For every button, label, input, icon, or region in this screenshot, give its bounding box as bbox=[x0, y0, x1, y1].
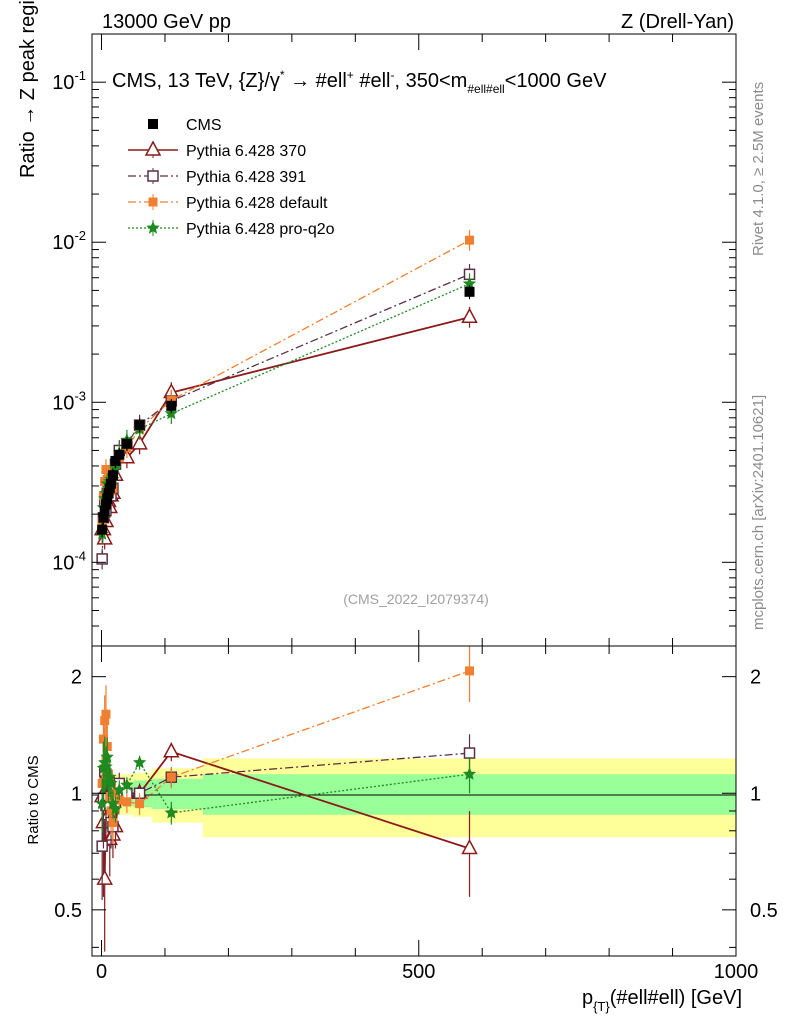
x-tick-label: 1000 bbox=[714, 961, 759, 983]
data-point bbox=[121, 438, 132, 449]
x-tick-label: 0 bbox=[96, 961, 107, 983]
ratio-point bbox=[163, 742, 180, 758]
ratio-point bbox=[106, 806, 116, 816]
ratio-plot-frame bbox=[91, 645, 737, 957]
ratio-point bbox=[108, 802, 123, 815]
analysis-watermark: (CMS_2022_I2079374) bbox=[343, 591, 489, 607]
legend-label: Pythia 6.428 391 bbox=[186, 169, 306, 186]
data-point bbox=[131, 434, 148, 450]
ratio-y-tick-label: 2 bbox=[71, 667, 82, 689]
ratio-point bbox=[100, 716, 110, 726]
legend-marker bbox=[144, 140, 162, 156]
ratio-point bbox=[110, 788, 120, 798]
ratio-point bbox=[98, 734, 108, 744]
legend-label: Pythia 6.428 pro-q2o bbox=[186, 221, 335, 238]
rivet-label: Rivet 4.1.0, ≥ 2.5M events bbox=[750, 82, 767, 256]
legend-marker bbox=[147, 170, 159, 182]
ratio-point bbox=[101, 709, 111, 719]
ratio-point bbox=[164, 805, 178, 819]
ratio-y-tick-label-right: 0.5 bbox=[750, 900, 778, 922]
data-point bbox=[96, 553, 108, 565]
data-point bbox=[97, 524, 108, 535]
ratio-point bbox=[96, 869, 113, 885]
legend-item: Pythia 6.428 370 bbox=[128, 140, 306, 160]
data-point bbox=[114, 449, 125, 460]
data-point bbox=[100, 499, 111, 510]
ratio-point bbox=[96, 840, 108, 852]
ratio-point bbox=[135, 799, 145, 809]
ratio-point bbox=[461, 838, 478, 855]
chart-title: CMS, 13 TeV, {Z}/γ* → #ell+ #ell-, 350<m… bbox=[112, 68, 607, 96]
legend-label: Pythia 6.428 default bbox=[186, 195, 328, 212]
ratio-point bbox=[132, 755, 147, 769]
ratio-point bbox=[122, 797, 132, 807]
series-line bbox=[102, 316, 470, 540]
legend: CMS Pythia 6.428 370 Pythia 6.428 391 Pythi… bbox=[128, 117, 335, 238]
data-point bbox=[99, 505, 110, 516]
x-tick-label: 500 bbox=[402, 961, 435, 983]
ratio-y-tick-label-right: 1 bbox=[750, 783, 761, 805]
x-axis-label: p{T}(#ell#ell) [GeV] bbox=[582, 987, 742, 1014]
legend-item: CMS bbox=[148, 117, 222, 134]
series-cms bbox=[97, 285, 475, 537]
ratio-point bbox=[463, 747, 476, 759]
ratio-point bbox=[465, 666, 475, 676]
ratio-band-inner bbox=[152, 778, 204, 810]
y-tick-label: 10-1 bbox=[52, 68, 86, 94]
ratio-point bbox=[462, 767, 477, 780]
legend-label: Pythia 6.428 370 bbox=[186, 143, 306, 160]
ratio-y-tick-label: 1 bbox=[71, 783, 82, 805]
ratio-point bbox=[104, 776, 118, 790]
series-pythia-6-428-370 bbox=[93, 306, 478, 550]
main-plot-panel: 10-4 10-3 10-2 10-1 Ratio → Z peak region C… bbox=[17, 0, 737, 647]
ratio-point bbox=[108, 818, 118, 828]
y-tick-label: 10-4 bbox=[52, 548, 86, 574]
ratio-point bbox=[166, 772, 176, 782]
series-line bbox=[101, 239, 470, 522]
mcplots-label: mcplots.cern.ch [arXiv:2401.10621] bbox=[750, 395, 767, 630]
legend-item: Pythia 6.428 391 bbox=[128, 168, 306, 186]
ratio-point bbox=[120, 777, 134, 791]
ratio-point bbox=[100, 750, 114, 763]
data-point bbox=[134, 420, 145, 431]
y-tick-label: 10-2 bbox=[52, 228, 86, 254]
legend-label: CMS bbox=[186, 117, 222, 134]
legend-marker bbox=[146, 220, 160, 234]
y-axis-label: Ratio → Z peak region bbox=[17, 0, 39, 178]
ratio-series-pythia-6-428-pro-q2o bbox=[95, 736, 477, 833]
ratio-y-tick-label: 0.5 bbox=[54, 900, 82, 922]
ratio-plot-panel: 0.5 0.5 1 1 2 2 0 500 1000 Ratio to CMS bbox=[25, 645, 778, 983]
header-right: Z (Drell-Yan) bbox=[621, 11, 734, 33]
data-point bbox=[461, 307, 478, 323]
legend-item: Pythia 6.428 pro-q2o bbox=[128, 220, 335, 238]
data-point bbox=[106, 478, 117, 489]
header-left: 13000 GeV pp bbox=[102, 11, 231, 33]
data-point bbox=[166, 400, 177, 411]
y-tick-label: 10-3 bbox=[52, 388, 86, 414]
legend-marker bbox=[148, 119, 158, 129]
legend-marker bbox=[148, 197, 158, 207]
data-point bbox=[101, 465, 111, 475]
ratio-y-axis-label: Ratio to CMS bbox=[25, 755, 42, 844]
series-pythia-6-428-default bbox=[97, 229, 475, 532]
ratio-y-tick-label-right: 2 bbox=[750, 667, 761, 689]
data-point bbox=[464, 286, 475, 297]
ratio-series-pythia-6-428-default bbox=[97, 646, 475, 844]
data-point bbox=[110, 455, 121, 466]
data-point bbox=[107, 470, 118, 481]
legend-item: Pythia 6.428 default bbox=[128, 194, 328, 212]
data-point bbox=[465, 235, 475, 245]
data-point bbox=[102, 493, 113, 504]
series-line bbox=[101, 283, 470, 535]
data-point bbox=[98, 512, 109, 523]
series-pythia-6-428-pro-q2o bbox=[95, 273, 477, 545]
